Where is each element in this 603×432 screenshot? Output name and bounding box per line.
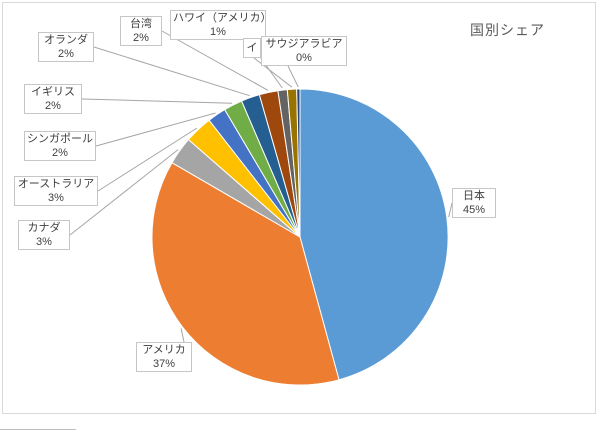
pie-label-name: イギリス (31, 86, 75, 98)
pie-label-name: 日本 (463, 190, 485, 202)
leader-line-10 (287, 65, 299, 88)
pie-label-percent: 2% (52, 147, 68, 159)
leader-line-1 (180, 328, 185, 343)
pie-label-name: ハワイ（アメリカ） (173, 12, 266, 24)
pie-slice-0[interactable] (299, 88, 449, 381)
worksheet-gridline (0, 429, 76, 430)
pie-label-percent: 1% (210, 26, 226, 38)
pie-label-name: 台湾 (130, 18, 152, 30)
pie-label-percent: 37% (152, 358, 176, 370)
pie-label-percent: 0% (296, 52, 312, 64)
pie-data-label-6: オランダ 2% (38, 32, 94, 62)
pie-slice-1[interactable] (151, 162, 340, 386)
pie-label-name: アメリカ (142, 344, 186, 356)
leader-line-6 (93, 46, 250, 97)
pie-data-label-9: イ (243, 38, 261, 58)
pie-data-label-2: カナダ 3% (18, 220, 70, 250)
pie-label-percent: 3% (36, 236, 52, 248)
leader-line-2 (69, 149, 179, 236)
pie-data-label-0: 日本 45% (452, 188, 496, 218)
pie-label-name: シンガポール (27, 133, 93, 145)
leader-line-0 (448, 202, 453, 218)
pie-slice-10[interactable] (296, 88, 301, 238)
pie-label-percent: 2% (58, 48, 74, 60)
pie-data-label-1: アメリカ 37% (136, 342, 192, 372)
pie-data-label-7: 台湾 2% (120, 16, 162, 46)
pie-label-name: オランダ (44, 34, 88, 46)
pie-label-name: イ (246, 42, 258, 54)
pie-data-label-3: オーストラリア 3% (14, 176, 98, 206)
pie-label-percent: 2% (45, 100, 61, 112)
pie-data-label-8: ハワイ（アメリカ） 1% (170, 10, 266, 40)
leader-line-4 (95, 112, 216, 147)
leader-line-3 (97, 127, 198, 192)
pie-label-percent: 45% (462, 204, 486, 216)
pie-label-name: カナダ (27, 222, 61, 234)
pie-label-percent: 3% (48, 192, 64, 204)
leader-line-7 (161, 30, 269, 91)
chart-title: 国別シェア (470, 22, 545, 38)
pie-data-label-4: シンガポール 2% (24, 131, 96, 161)
pie-label-name: オーストラリア (17, 178, 95, 190)
leader-line-5 (81, 98, 233, 104)
pie-data-label-5: イギリス 2% (24, 84, 82, 114)
pie-label-percent: 2% (133, 32, 149, 44)
leader-line-9 (253, 57, 293, 88)
pie-data-label-10: サウジアラビア 0% (261, 36, 347, 66)
pie-label-name: サウジアラビア (265, 38, 343, 50)
